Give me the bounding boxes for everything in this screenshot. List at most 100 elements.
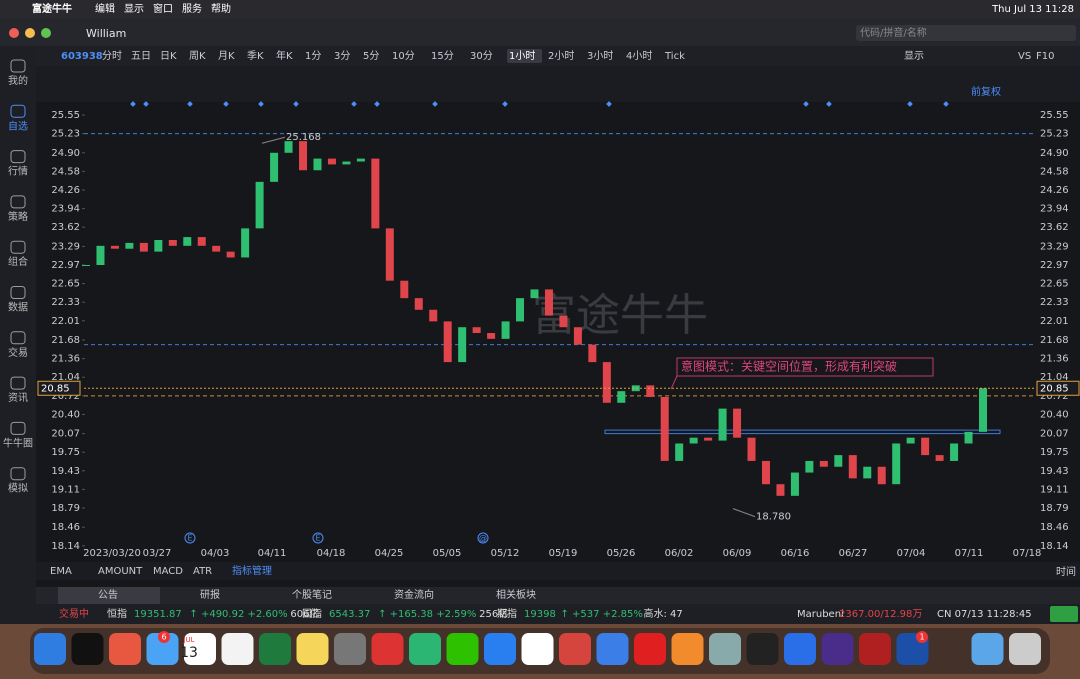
dock-app[interactable] <box>296 633 329 665</box>
sidebar-icon[interactable] <box>10 467 26 481</box>
menu-item[interactable]: 服务 <box>182 2 202 15</box>
chat-button[interactable] <box>1050 606 1078 622</box>
dock-app[interactable] <box>784 633 816 665</box>
dock-app[interactable] <box>971 633 1004 665</box>
sidebar-icon[interactable] <box>10 331 26 345</box>
event-marker[interactable] <box>943 101 949 107</box>
dock-app[interactable] <box>634 633 666 665</box>
bottom-tab[interactable]: 个股笔记 <box>292 588 332 601</box>
dock-app[interactable] <box>184 633 216 665</box>
sidebar-icon[interactable] <box>10 150 26 164</box>
toolbar-button[interactable]: F10 <box>1036 51 1054 62</box>
event-badge[interactable] <box>477 532 489 544</box>
dock-app[interactable] <box>34 633 66 665</box>
bottom-tab[interactable]: 相关板块 <box>496 588 536 601</box>
event-marker[interactable] <box>293 101 299 107</box>
menu-item[interactable]: 窗口 <box>153 2 173 15</box>
event-marker[interactable] <box>803 101 809 107</box>
event-badge[interactable] <box>312 532 324 544</box>
event-marker[interactable] <box>432 101 438 107</box>
period-tab[interactable]: 分时 <box>102 50 122 62</box>
indicator-tab[interactable]: AMOUNT <box>98 566 143 577</box>
dock-app[interactable] <box>821 633 854 665</box>
event-marker[interactable] <box>907 101 913 107</box>
dock-app[interactable] <box>596 633 629 665</box>
indicator-tab[interactable]: MACD <box>153 566 183 577</box>
zoom[interactable] <box>41 28 51 38</box>
bottom-tab[interactable]: 研报 <box>200 588 220 601</box>
indicator-tab[interactable]: 指标管理 <box>232 564 272 577</box>
period-tab[interactable]: 3分 <box>334 50 350 62</box>
dock-app[interactable] <box>746 633 779 665</box>
dock-app[interactable] <box>521 633 554 665</box>
sidebar-label[interactable]: 我的 <box>8 74 28 87</box>
bottom-tab[interactable]: 公告 <box>98 588 118 601</box>
sidebar-icon[interactable] <box>10 421 26 435</box>
sidebar-icon[interactable] <box>10 104 26 118</box>
dock-app[interactable] <box>859 633 891 665</box>
sidebar-label[interactable]: 自选 <box>8 119 28 132</box>
period-tab[interactable]: 15分 <box>431 50 454 62</box>
period-tab[interactable]: 1小时 <box>509 50 535 62</box>
event-marker[interactable] <box>130 101 136 107</box>
dock-app[interactable] <box>146 633 179 665</box>
event-marker[interactable] <box>826 101 832 107</box>
period-tab[interactable]: 10分 <box>392 50 415 62</box>
period-tab[interactable]: 月K <box>218 50 235 62</box>
dock-app[interactable] <box>371 633 404 665</box>
event-marker[interactable] <box>606 101 612 107</box>
dock-app[interactable] <box>71 633 104 665</box>
event-marker[interactable] <box>258 101 264 107</box>
event-marker[interactable] <box>187 101 193 107</box>
dock-app[interactable] <box>221 633 254 665</box>
period-tab[interactable]: 周K <box>189 50 206 62</box>
sidebar-label[interactable]: 资讯 <box>8 392 28 404</box>
dock-app[interactable] <box>334 633 366 665</box>
sidebar-label[interactable]: 数据 <box>8 301 28 314</box>
dock-app[interactable] <box>409 633 441 665</box>
sidebar-label[interactable]: 模拟 <box>8 482 28 495</box>
indicator-tab[interactable]: ATR <box>193 566 212 577</box>
bottom-tab[interactable]: 资金流向 <box>394 588 434 601</box>
toolbar-button[interactable]: VS <box>1018 51 1031 62</box>
event-marker[interactable] <box>223 101 229 107</box>
menu-item[interactable]: 帮助 <box>211 2 231 15</box>
period-tab[interactable]: 3小时 <box>587 50 613 62</box>
sidebar-label[interactable]: 行情 <box>8 165 28 178</box>
indicator-tab[interactable]: EMA <box>50 566 72 577</box>
dock-app[interactable] <box>259 633 291 665</box>
period-tab[interactable]: Tick <box>664 51 685 62</box>
period-tab[interactable]: 年K <box>276 49 293 62</box>
period-tab[interactable]: 日K <box>160 51 177 62</box>
sidebar-icon[interactable] <box>10 286 26 299</box>
event-marker[interactable] <box>502 101 508 107</box>
period-tab[interactable]: 五日 <box>131 51 151 62</box>
adjust-mode[interactable]: 前复权 <box>971 85 1001 98</box>
period-tab[interactable]: 4小时 <box>626 50 652 62</box>
menu-item[interactable]: 编辑 <box>95 2 115 15</box>
dock-app[interactable] <box>671 633 704 665</box>
close[interactable] <box>9 28 19 38</box>
event-marker[interactable] <box>374 101 380 107</box>
period-tab[interactable]: 30分 <box>470 50 493 62</box>
minimize[interactable] <box>25 28 35 38</box>
period-tab[interactable]: 5分 <box>363 50 379 62</box>
dock-app[interactable] <box>559 633 591 665</box>
sidebar-icon[interactable] <box>10 195 26 209</box>
toolbar-button[interactable]: 显示 <box>904 50 924 62</box>
period-tab[interactable]: 季K <box>247 50 264 62</box>
sidebar-label[interactable]: 交易 <box>8 346 28 359</box>
period-tab[interactable]: 1分 <box>305 50 321 62</box>
event-marker[interactable] <box>143 101 149 107</box>
dock-app[interactable] <box>109 633 141 665</box>
sidebar-icon[interactable] <box>10 240 26 254</box>
sidebar-label[interactable]: 策略 <box>8 210 28 223</box>
sidebar-icon[interactable] <box>10 376 26 390</box>
dock-app[interactable] <box>484 633 516 665</box>
event-marker[interactable] <box>351 101 357 107</box>
dock-app[interactable] <box>709 633 741 665</box>
sidebar-label[interactable]: 牛牛圈 <box>3 436 33 449</box>
period-tab[interactable]: 2小时 <box>548 50 574 62</box>
sidebar-label[interactable]: 组合 <box>8 255 28 268</box>
dock-app[interactable] <box>446 633 479 665</box>
